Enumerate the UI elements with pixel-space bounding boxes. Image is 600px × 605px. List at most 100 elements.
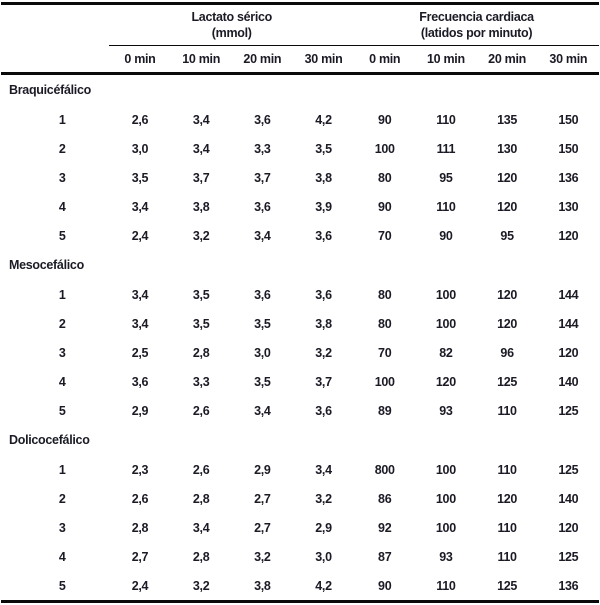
time-header-heartrate-30min: 30 min [537,45,599,76]
data-cell: 3,6 [315,228,332,243]
data-cell: 3,6 [315,403,332,418]
data-cell: 144 [558,287,579,302]
table-row: 5 2,9 2,6 3,4 3,6 89 93 110 125 [1,396,599,425]
data-cell: 3,4 [315,462,332,477]
data-cell: 110 [436,112,456,127]
row-number: 4 [58,549,66,564]
group-header-lactate-line2: (mmol) [211,25,252,40]
data-cell: 144 [558,316,579,331]
data-cell: 4,2 [315,112,332,127]
data-cell: 96 [500,345,514,360]
data-cell: 3,2 [192,228,210,243]
table-body: Braquicéfálico 1 2,6 3,4 3,6 4,2 90 110 135 150 2 3… [1,74,599,602]
data-cell: 80 [378,170,392,185]
data-cell: 90 [378,578,392,593]
table-row: 1 3,4 3,5 3,6 3,6 80 100 120 144 [1,280,599,309]
data-cell: 2,7 [254,520,271,535]
data-cell: 3,6 [254,112,271,127]
section-row: Dolicocefálico [1,425,599,455]
data-cell: 140 [558,491,579,506]
data-cell: 130 [497,141,518,156]
data-cell: 92 [378,520,392,535]
table-row: 2 3,0 3,4 3,3 3,5 100 111 130 150 [1,134,599,163]
data-cell: 95 [500,228,514,243]
data-cell: 3,6 [315,287,332,302]
data-cell: 2,6 [131,491,149,506]
data-cell: 125 [558,462,579,477]
data-cell: 100 [374,374,395,389]
data-cell: 3,8 [315,170,332,185]
row-number: 2 [58,316,66,331]
data-cell: 2,6 [192,462,210,477]
row-number: 5 [58,228,66,243]
data-cell: 3,5 [254,374,271,389]
table-row: 3 3,5 3,7 3,7 3,8 80 95 120 136 [1,163,599,192]
data-cell: 3,6 [254,287,271,302]
data-cell: 2,8 [131,520,149,535]
table-row: 1 2,6 3,4 3,6 4,2 90 110 135 150 [1,105,599,134]
table-row: 5 2,4 3,2 3,4 3,6 70 90 95 120 [1,221,599,250]
data-cell: 3,8 [254,578,271,593]
data-cell: 70 [378,345,392,360]
table-row: 4 3,4 3,8 3,6 3,9 90 110 120 130 [1,192,599,221]
data-cell: 120 [558,520,579,535]
data-cell: 110 [497,520,517,535]
data-cell: 3,3 [254,141,271,156]
data-cell: 3,7 [254,170,271,185]
row-number: 5 [58,578,66,593]
time-header-heartrate-20min: 20 min [476,45,538,76]
data-cell: 3,4 [254,403,271,418]
data-cell: 90 [439,228,453,243]
data-cell: 110 [497,462,517,477]
data-cell: 3,4 [131,287,149,302]
data-cell: 2,8 [192,345,210,360]
corner-cell [1,4,109,46]
data-cell: 3,7 [315,374,332,389]
data-cell: 100 [435,462,456,477]
row-number: 1 [58,112,66,127]
row-number: 2 [58,491,66,506]
data-cell: 3,2 [315,491,332,506]
data-cell: 120 [497,199,518,214]
data-cell: 90 [378,112,392,127]
row-number: 1 [58,287,66,302]
row-number: 4 [58,374,66,389]
data-cell: 110 [436,578,456,593]
data-cell: 111 [436,141,456,156]
data-cell: 125 [497,374,518,389]
time-header-heartrate-0min: 0 min [354,45,416,76]
data-cell: 3,5 [192,287,210,302]
time-header-lactate-30min: 30 min [292,45,355,76]
data-cell: 3,9 [315,199,332,214]
data-cell: 2,7 [254,491,271,506]
data-cell: 93 [439,403,453,418]
data-cell: 130 [558,199,579,214]
data-cell: 125 [558,549,579,564]
data-cell: 2,9 [315,520,332,535]
data-cell: 135 [497,112,518,127]
data-cell: 150 [558,112,579,127]
data-cell: 3,8 [315,316,332,331]
row-number: 2 [58,141,66,156]
group-header-heartrate: Frecuencia cardiaca (latidos por minuto) [354,3,599,47]
data-cell: 3,5 [192,316,210,331]
section-label: Dolicocefálico [9,433,90,448]
data-cell: 120 [497,316,518,331]
data-cell: 120 [558,345,579,360]
table-row: 3 2,5 2,8 3,0 3,2 70 82 96 120 [1,338,599,367]
data-cell: 3,3 [192,374,210,389]
data-cell: 3,4 [192,520,210,535]
data-cell: 110 [497,549,517,564]
data-cell: 150 [558,141,579,156]
row-number: 4 [58,199,66,214]
data-cell: 80 [378,316,392,331]
data-cell: 2,4 [131,228,149,243]
data-cell: 2,9 [254,462,271,477]
data-cell: 2,6 [131,112,149,127]
data-cell: 800 [374,462,395,477]
time-header-lactate-20min: 20 min [231,45,293,76]
data-cell: 136 [558,170,579,185]
data-cell: 2,6 [192,403,210,418]
data-cell: 93 [439,549,453,564]
row-number: 3 [58,520,66,535]
